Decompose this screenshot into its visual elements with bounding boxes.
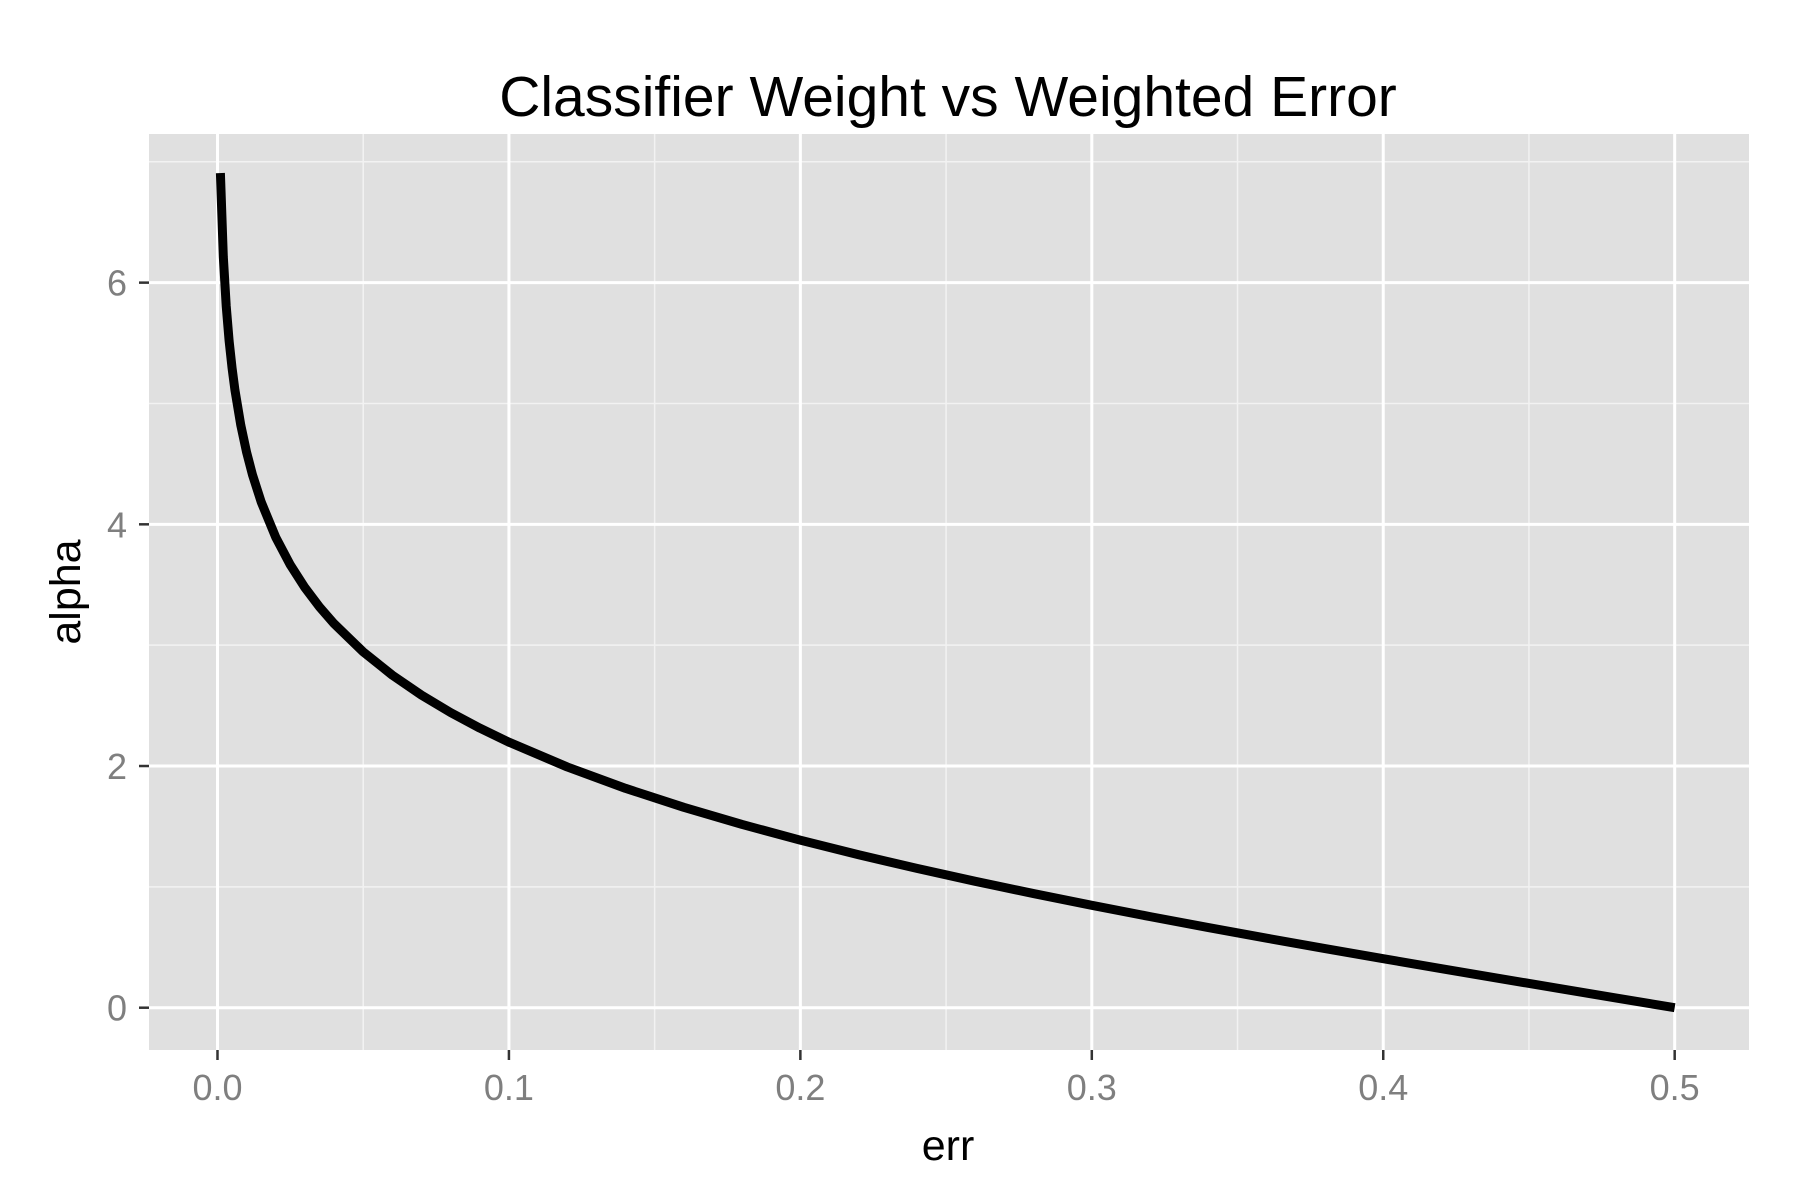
tick-labels: 0.0 0.1 0.2 0.3 0.4 0.5 0 2 4 6 [107,263,1700,1108]
y-tick-label-1: 2 [107,746,127,787]
x-tick-label-0: 0.0 [192,1067,242,1108]
series-layer [215,172,1676,1013]
y-tick-label-2: 4 [107,504,127,545]
major-grid [149,134,1749,1050]
plot-panel [149,134,1749,1050]
x-tick-label-1: 0.1 [484,1067,534,1108]
series-line-0 [215,172,1676,1013]
x-tick-label-2: 0.2 [775,1067,825,1108]
y-tick-label-3: 6 [107,263,127,304]
y-axis-title: alpha [42,539,90,644]
x-tick-label-3: 0.3 [1067,1067,1117,1108]
x-axis-title: err [922,1122,975,1170]
minor-grid [149,134,1749,1050]
x-tick-label-4: 0.4 [1358,1067,1408,1108]
axis-ticks [139,281,1676,1060]
y-tick-label-0: 0 [107,988,127,1029]
chart-title: Classifier Weight vs Weighted Error [499,65,1397,129]
x-tick-label-5: 0.5 [1650,1067,1700,1108]
